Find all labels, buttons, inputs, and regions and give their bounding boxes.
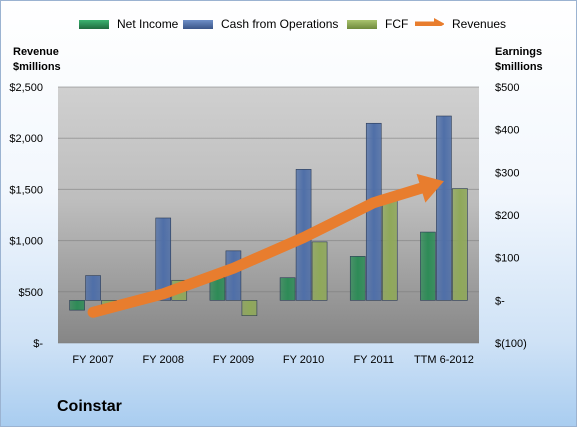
bar-net-income: [69, 300, 85, 311]
right-tick-label: $400: [495, 125, 519, 137]
right-axis-title: Earnings $millions: [495, 45, 543, 75]
left-tick-label: $1,500: [9, 184, 43, 196]
legend-swatch-net-income: [79, 20, 109, 29]
category-label: FY 2010: [283, 354, 324, 366]
bar-fcf: [452, 188, 468, 301]
legend-swatch-fcf: [347, 20, 377, 29]
bar-fcf: [311, 241, 328, 301]
bar-net-income: [349, 256, 366, 301]
legend-arrow-icon: [415, 18, 444, 26]
bar-net-income: [420, 231, 436, 301]
category-label: FY 2007: [72, 354, 113, 366]
left-axis-title-line2: $millions: [13, 61, 61, 73]
right-axis-title-line2: $millions: [495, 61, 543, 73]
legend-label-net-income: Net Income: [117, 17, 179, 31]
left-tick-label: $1,000: [9, 236, 43, 248]
category-label: TTM 6-2012: [414, 354, 474, 366]
left-tick-label: $2,000: [9, 133, 43, 145]
bar-cash-from-operations: [365, 122, 382, 301]
bar-fcf: [381, 197, 398, 301]
left-tick-label: $500: [19, 287, 43, 299]
revenue-arrow-line: [87, 182, 427, 318]
company-name: Coinstar: [57, 398, 122, 415]
bar-fcf: [241, 300, 258, 316]
right-tick-label: $100: [495, 253, 519, 265]
bar-cash-from-operations: [436, 115, 452, 301]
right-tick-label: $(100): [495, 338, 527, 350]
category-label: FY 2008: [143, 354, 184, 366]
legend-label-revenues: Revenues: [452, 17, 507, 31]
revenue-arrow-head: [416, 173, 444, 203]
legend-label-cash-from-operations: Cash from Operations: [221, 17, 339, 31]
left-axis-title-line1: Revenue: [13, 46, 59, 58]
right-tick-label: $500: [495, 82, 519, 94]
left-tick-label: $-: [33, 338, 43, 350]
right-tick-label: $300: [495, 167, 519, 179]
legend-swatch-cash-from-operations: [183, 20, 213, 29]
left-tick-label: $2,500: [9, 82, 43, 94]
bar-cash-from-operations: [155, 217, 172, 301]
right-axis-title-line1: Earnings: [495, 46, 543, 58]
left-axis-title: Revenue $millions: [13, 45, 61, 75]
bar-cash-from-operations: [85, 275, 101, 301]
category-label: FY 2009: [213, 354, 254, 366]
bar-net-income: [279, 277, 296, 301]
category-label: FY 2011: [353, 354, 394, 366]
right-tick-label: $-: [495, 295, 505, 307]
right-tick-label: $200: [495, 210, 519, 222]
legend-label-fcf: FCF: [385, 17, 409, 31]
